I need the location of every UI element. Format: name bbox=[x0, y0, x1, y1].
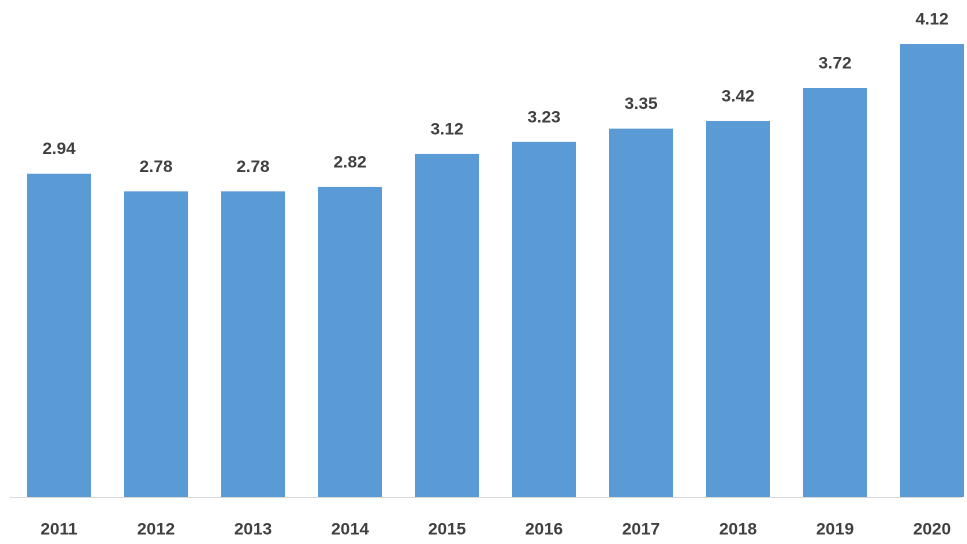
bar bbox=[27, 173, 91, 497]
data-label: 3.35 bbox=[624, 94, 657, 113]
x-tick-label: 2015 bbox=[428, 519, 466, 538]
x-tick-label: 2013 bbox=[234, 519, 272, 538]
x-tick-label: 2018 bbox=[719, 519, 757, 538]
x-tick-label: 2012 bbox=[137, 519, 175, 538]
bar bbox=[318, 186, 382, 497]
data-label: 2.94 bbox=[42, 139, 76, 158]
data-label: 3.23 bbox=[527, 107, 560, 126]
x-tick-label: 2019 bbox=[816, 519, 854, 538]
data-label: 3.72 bbox=[818, 53, 851, 72]
data-label: 2.82 bbox=[333, 152, 366, 171]
x-tick-label: 2016 bbox=[525, 519, 563, 538]
x-tick-label: 2017 bbox=[622, 519, 660, 538]
bar bbox=[415, 153, 479, 497]
bar bbox=[512, 141, 576, 497]
bar bbox=[124, 191, 188, 497]
data-label: 2.78 bbox=[236, 157, 269, 176]
x-tick-label: 2020 bbox=[913, 519, 951, 538]
data-label: 4.12 bbox=[915, 9, 948, 28]
x-tick-label: 2014 bbox=[331, 519, 369, 538]
bar bbox=[609, 128, 673, 497]
x-tick-label: 2011 bbox=[41, 519, 78, 538]
data-label: 2.78 bbox=[139, 157, 172, 176]
bar bbox=[803, 87, 867, 497]
data-label: 3.42 bbox=[721, 86, 754, 105]
bar bbox=[221, 191, 285, 497]
data-label: 3.12 bbox=[430, 119, 463, 138]
bar bbox=[706, 120, 770, 498]
bar bbox=[900, 44, 964, 497]
